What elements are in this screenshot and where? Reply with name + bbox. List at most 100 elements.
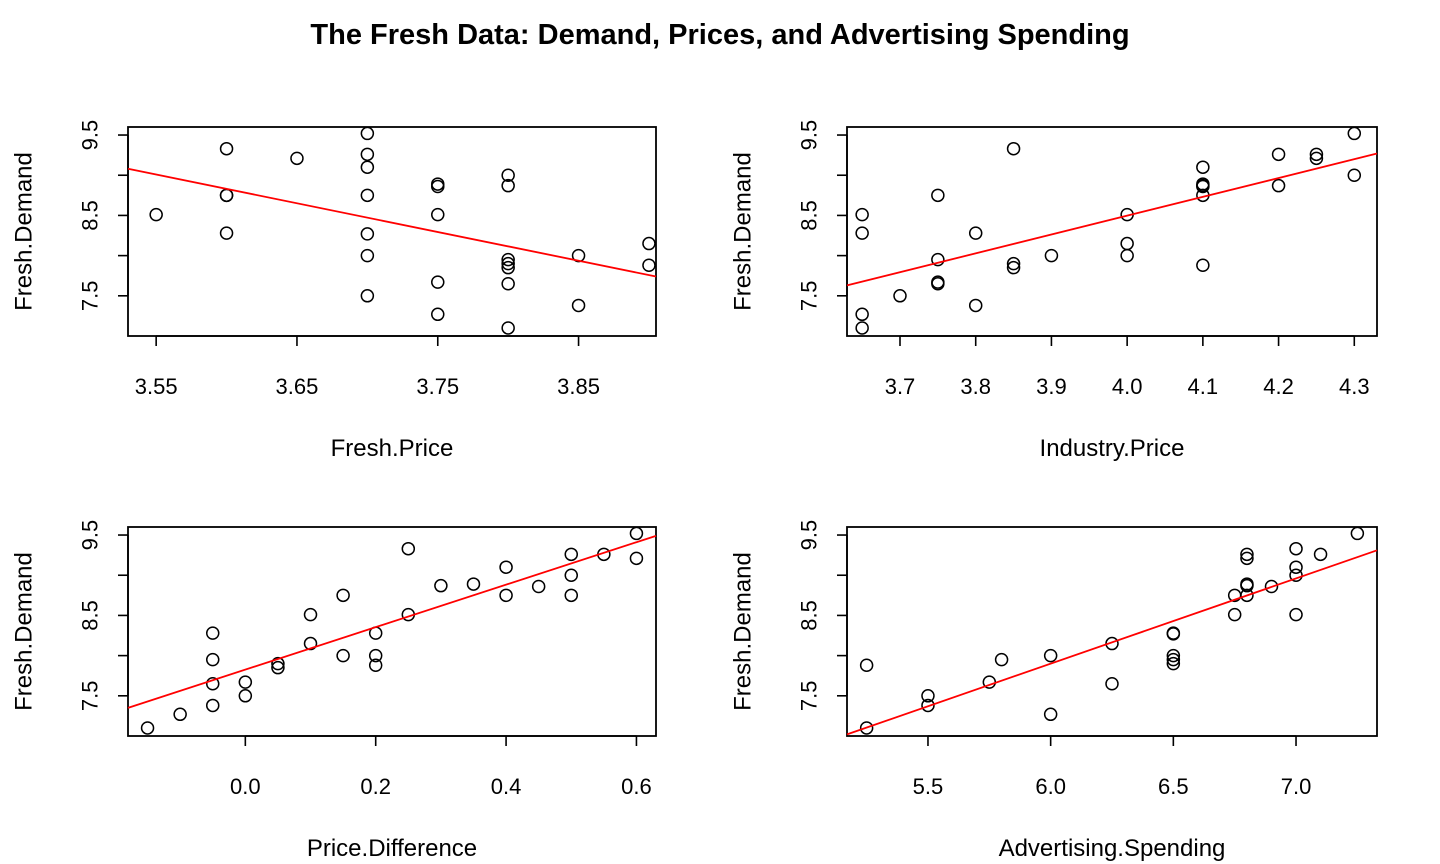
data-point bbox=[1309, 151, 1324, 166]
regression-line bbox=[846, 152, 1378, 287]
data-point bbox=[1196, 179, 1210, 194]
data-point bbox=[855, 307, 869, 322]
data-point bbox=[1289, 568, 1303, 582]
data-point bbox=[360, 248, 375, 263]
data-point bbox=[968, 226, 983, 240]
x-tick-label: 7.0 bbox=[1281, 774, 1312, 799]
x-tick-label: 3.9 bbox=[1036, 374, 1067, 399]
y-tick-label: 8.5 bbox=[797, 200, 822, 231]
plot-frame bbox=[127, 126, 657, 337]
data-point bbox=[629, 551, 644, 566]
data-point bbox=[501, 260, 515, 275]
data-point bbox=[629, 526, 644, 541]
data-point bbox=[1264, 579, 1279, 594]
data-point bbox=[140, 721, 155, 735]
scatter-panel-3: 0.0 0.2 0.4 0.6 7.5 8.5 9.5 Price.Difference Fre… bbox=[11, 520, 657, 862]
data-point bbox=[501, 168, 515, 182]
x-tick-label: 6.0 bbox=[1035, 774, 1066, 799]
data-point bbox=[303, 636, 318, 651]
data-point bbox=[219, 188, 234, 203]
data-point bbox=[921, 689, 935, 703]
data-point bbox=[501, 256, 515, 271]
x-tick-label: 4.2 bbox=[1263, 374, 1294, 399]
data-point bbox=[1271, 147, 1286, 162]
data-point bbox=[1196, 160, 1210, 174]
data-point bbox=[1006, 260, 1021, 275]
data-point bbox=[931, 275, 945, 289]
x-axis-title: Price.Difference bbox=[307, 835, 477, 862]
data-point bbox=[149, 207, 163, 222]
data-point bbox=[1044, 248, 1059, 263]
y-axis-title: Fresh.Demand bbox=[730, 552, 757, 711]
data-point bbox=[1043, 707, 1058, 722]
data-point bbox=[360, 126, 375, 141]
data-point bbox=[1006, 141, 1021, 156]
x-tick-label: 3.8 bbox=[960, 374, 991, 399]
data-point bbox=[401, 541, 416, 556]
x-axis-title: Fresh.Price bbox=[331, 435, 454, 462]
data-point bbox=[1289, 541, 1303, 556]
data-point bbox=[564, 588, 579, 603]
data-point bbox=[360, 160, 375, 174]
data-point bbox=[271, 660, 285, 675]
data-point bbox=[571, 298, 586, 313]
y-tick-label: 8.5 bbox=[797, 600, 822, 631]
data-point bbox=[205, 652, 220, 667]
y-tick-label: 7.5 bbox=[797, 681, 822, 712]
data-point bbox=[1240, 547, 1254, 562]
data-point bbox=[859, 721, 874, 735]
data-point bbox=[859, 658, 874, 673]
y-tick-label: 7.5 bbox=[78, 681, 103, 712]
y-tick-label: 9.5 bbox=[797, 520, 822, 551]
data-point bbox=[1166, 627, 1181, 641]
x-tick-label: 4.3 bbox=[1339, 374, 1370, 399]
x-tick-label: 0.2 bbox=[360, 774, 391, 799]
data-point bbox=[1196, 258, 1210, 273]
data-point bbox=[1289, 560, 1303, 574]
x-tick-label: 0.4 bbox=[491, 774, 522, 799]
data-point bbox=[238, 689, 253, 703]
scatter-panel-1: 3.55 3.65 3.75 3.85 7.5 8.5 9.5 Fresh.Price Fres… bbox=[11, 120, 657, 462]
x-tick-label: 3.65 bbox=[276, 374, 319, 399]
x-axis-title: Advertising.Spending bbox=[999, 835, 1226, 862]
y-axis-title: Fresh.Demand bbox=[11, 152, 38, 311]
data-point bbox=[205, 677, 220, 691]
x-tick-label: 4.0 bbox=[1112, 374, 1143, 399]
y-tick-label: 7.5 bbox=[797, 281, 822, 312]
regression-line bbox=[846, 549, 1378, 736]
data-point bbox=[994, 652, 1009, 667]
data-point bbox=[501, 178, 515, 193]
x-tick-label: 4.1 bbox=[1188, 374, 1219, 399]
data-point bbox=[499, 588, 513, 603]
y-axis-title: Fresh.Demand bbox=[11, 552, 38, 711]
data-point bbox=[360, 289, 375, 303]
data-point bbox=[290, 151, 304, 166]
data-point bbox=[303, 607, 318, 622]
y-tick-label: 9.5 bbox=[797, 120, 822, 151]
data-point bbox=[1240, 588, 1254, 603]
x-axis-title: Industry.Price bbox=[1040, 435, 1185, 462]
data-point bbox=[431, 179, 445, 194]
data-point bbox=[360, 188, 375, 203]
data-point bbox=[931, 188, 945, 203]
data-point bbox=[1240, 551, 1254, 566]
data-point bbox=[1043, 648, 1058, 663]
y-axis-title: Fresh.Demand bbox=[730, 152, 757, 311]
data-point bbox=[855, 207, 869, 222]
data-point bbox=[336, 588, 350, 603]
data-point bbox=[501, 277, 515, 291]
data-point bbox=[271, 656, 285, 671]
data-point bbox=[1350, 526, 1365, 541]
data-point bbox=[360, 147, 375, 162]
data-point bbox=[1313, 547, 1328, 562]
data-point bbox=[368, 648, 383, 663]
x-tick-label: 3.85 bbox=[557, 374, 600, 399]
data-point bbox=[1166, 652, 1181, 667]
data-point bbox=[855, 226, 869, 240]
data-point bbox=[219, 141, 234, 156]
x-tick-label: 6.5 bbox=[1158, 774, 1189, 799]
data-point bbox=[1347, 126, 1362, 141]
data-point bbox=[173, 707, 187, 722]
data-point bbox=[1166, 648, 1181, 663]
